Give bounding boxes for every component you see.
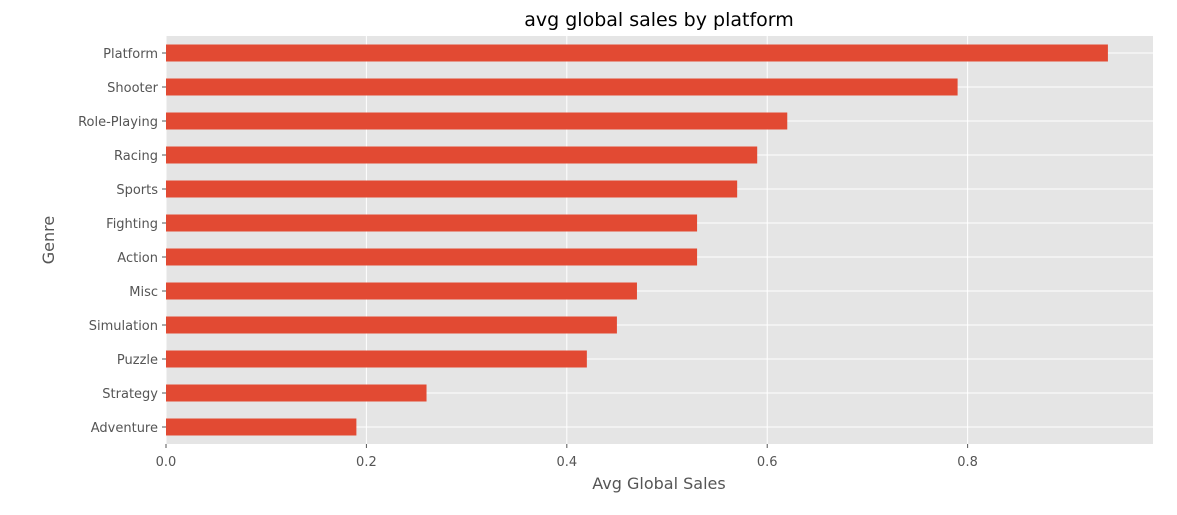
- bar-misc: [166, 282, 637, 300]
- y-axis-label: Genre: [39, 216, 58, 264]
- y-tick-label: Misc: [129, 285, 158, 300]
- x-tick-label: 0.2: [356, 455, 377, 470]
- x-tick-label: 0.0: [156, 455, 177, 470]
- x-axis-ticks: 0.0 0.2 0.4 0.6 0.8: [156, 444, 978, 470]
- bar-strategy: [166, 384, 427, 402]
- x-tick-label: 0.6: [757, 455, 778, 470]
- bar-sports: [166, 180, 738, 198]
- y-tick-label: Simulation: [89, 319, 158, 334]
- y-axis-ticks: Platform Shooter Role-Playing Racing Sports F…: [78, 47, 166, 436]
- x-tick-label: 0.8: [957, 455, 978, 470]
- plot-area: [166, 36, 1153, 444]
- bar-adventure: [166, 418, 357, 436]
- x-tick-label: 0.4: [556, 455, 577, 470]
- bar-shooter: [166, 78, 958, 96]
- bar-platform: [166, 44, 1108, 62]
- y-tick-label: Action: [117, 251, 158, 266]
- x-axis-label: Avg Global Sales: [592, 474, 725, 493]
- y-tick-label: Adventure: [91, 421, 158, 436]
- bars-layer: [166, 44, 1108, 436]
- chart-title: avg global sales by platform: [524, 9, 794, 31]
- bar-racing: [166, 146, 758, 164]
- bar-action: [166, 248, 698, 266]
- y-tick-label: Strategy: [102, 387, 158, 402]
- y-tick-label: Sports: [116, 183, 158, 198]
- y-tick-label: Fighting: [106, 217, 158, 232]
- bar-puzzle: [166, 350, 587, 368]
- y-tick-label: Racing: [114, 149, 158, 164]
- y-tick-label: Puzzle: [117, 353, 158, 368]
- y-tick-label: Shooter: [107, 81, 158, 96]
- y-tick-label: Platform: [103, 47, 158, 62]
- bar-simulation: [166, 316, 617, 334]
- y-tick-label: Role-Playing: [78, 115, 158, 130]
- bar-role-playing: [166, 112, 788, 130]
- bar-fighting: [166, 214, 698, 232]
